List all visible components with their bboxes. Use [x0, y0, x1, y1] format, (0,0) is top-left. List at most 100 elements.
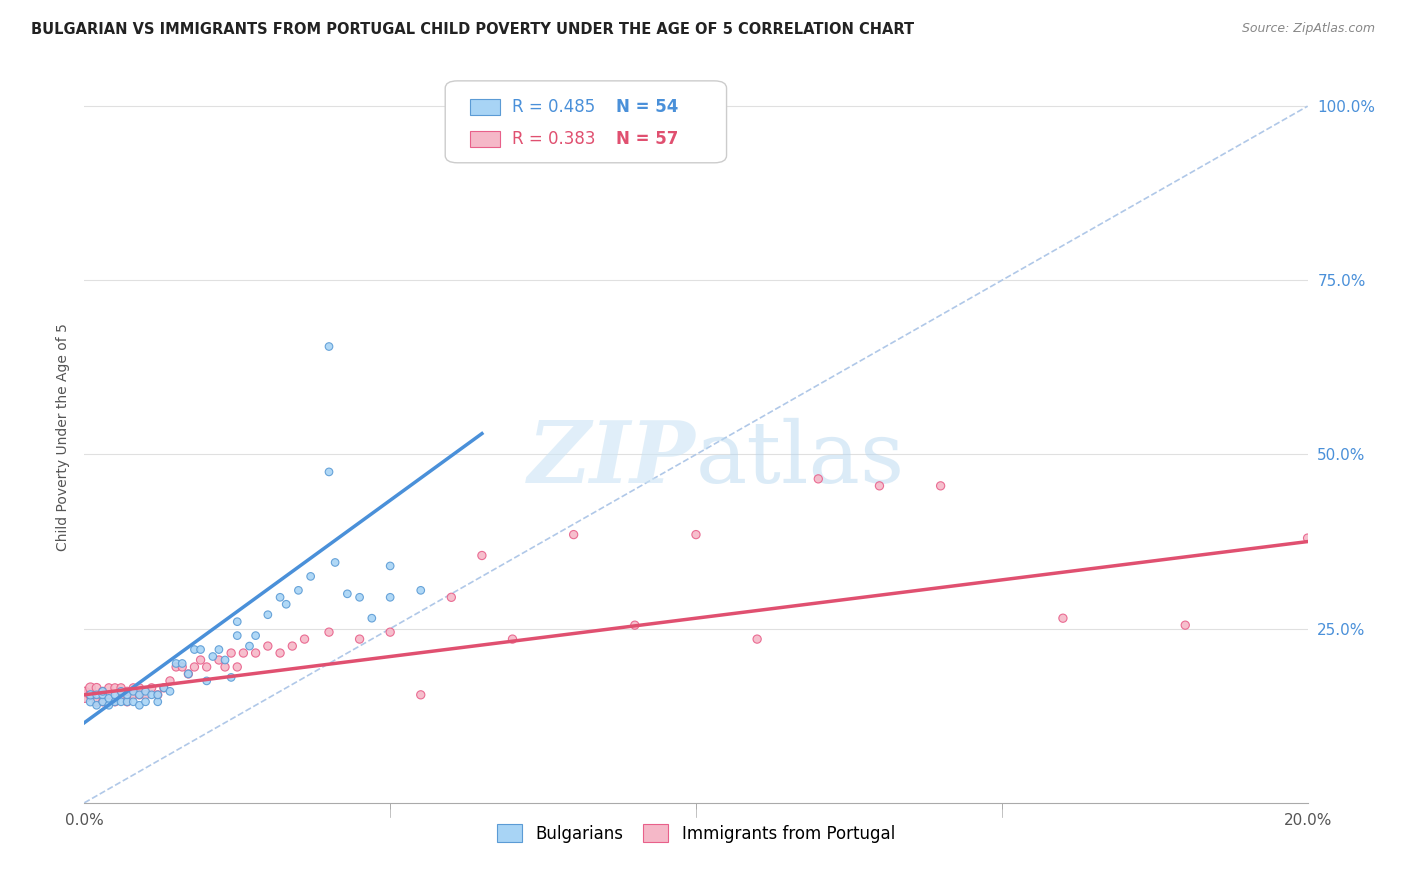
Point — [128, 681, 150, 695]
Point — [97, 688, 120, 702]
Point — [122, 688, 145, 702]
Point — [172, 657, 194, 671]
Point — [219, 670, 242, 684]
Point — [86, 688, 108, 702]
Point — [245, 629, 267, 643]
Point — [110, 695, 132, 709]
Point — [79, 688, 101, 702]
Point — [97, 681, 120, 695]
Legend: Bulgarians, Immigrants from Portugal: Bulgarians, Immigrants from Portugal — [491, 818, 901, 849]
Y-axis label: Child Poverty Under the Age of 5: Child Poverty Under the Age of 5 — [56, 323, 70, 551]
Point — [165, 657, 187, 671]
Point — [135, 695, 157, 709]
Point — [159, 684, 181, 698]
Point — [323, 556, 346, 570]
Point — [195, 673, 218, 688]
Point — [183, 660, 205, 674]
Point — [122, 695, 145, 709]
Point — [269, 646, 291, 660]
Point — [104, 695, 127, 709]
Point — [232, 646, 254, 660]
Point — [257, 607, 280, 622]
Point — [91, 695, 114, 709]
Point — [122, 684, 145, 698]
Point — [409, 688, 432, 702]
Point — [91, 688, 114, 702]
Point — [208, 642, 231, 657]
Point — [318, 625, 340, 640]
Point — [214, 653, 236, 667]
Point — [115, 684, 138, 698]
Point — [97, 691, 120, 706]
Text: N = 57: N = 57 — [616, 129, 679, 148]
Point — [91, 684, 114, 698]
Point — [318, 465, 340, 479]
Point — [153, 681, 176, 695]
Point — [110, 688, 132, 702]
Point — [135, 688, 157, 702]
Point — [226, 615, 249, 629]
Point — [502, 632, 524, 646]
Point — [146, 688, 169, 702]
Point — [208, 653, 231, 667]
Point — [294, 632, 316, 646]
Point — [153, 681, 176, 695]
Point — [104, 681, 127, 695]
Text: R = 0.383: R = 0.383 — [513, 129, 596, 148]
Point — [1052, 611, 1074, 625]
Point — [299, 569, 322, 583]
Point — [190, 642, 212, 657]
Point — [471, 549, 494, 563]
Point — [1296, 531, 1319, 545]
Point — [104, 695, 127, 709]
Text: ZIP: ZIP — [529, 417, 696, 500]
Point — [172, 660, 194, 674]
Point — [91, 684, 114, 698]
Point — [360, 611, 382, 625]
Point — [91, 695, 114, 709]
Point — [201, 649, 224, 664]
Point — [128, 698, 150, 713]
Text: N = 54: N = 54 — [616, 98, 679, 116]
Point — [122, 681, 145, 695]
Text: Source: ZipAtlas.com: Source: ZipAtlas.com — [1241, 22, 1375, 36]
Point — [409, 583, 432, 598]
Point — [226, 629, 249, 643]
Point — [624, 618, 647, 632]
Point — [245, 646, 267, 660]
Point — [86, 698, 108, 713]
Point — [159, 673, 181, 688]
Point — [380, 591, 402, 605]
Text: BULGARIAN VS IMMIGRANTS FROM PORTUGAL CHILD POVERTY UNDER THE AGE OF 5 CORRELATI: BULGARIAN VS IMMIGRANTS FROM PORTUGAL CH… — [31, 22, 914, 37]
Point — [349, 591, 371, 605]
Point — [183, 642, 205, 657]
Point — [807, 472, 830, 486]
Point — [165, 660, 187, 674]
Point — [110, 684, 132, 698]
Bar — [470, 99, 501, 115]
Point — [115, 688, 138, 702]
Point — [349, 632, 371, 646]
Point — [195, 660, 218, 674]
Point — [276, 597, 298, 611]
Point — [269, 591, 291, 605]
Point — [86, 681, 108, 695]
Point — [257, 639, 280, 653]
Point — [115, 695, 138, 709]
Point — [219, 646, 242, 660]
Point — [380, 558, 402, 573]
Point — [1174, 618, 1197, 632]
Point — [79, 695, 101, 709]
Point — [128, 688, 150, 702]
Text: R = 0.485: R = 0.485 — [513, 98, 596, 116]
Point — [440, 591, 463, 605]
Point — [214, 660, 236, 674]
Point — [115, 695, 138, 709]
Point — [97, 698, 120, 713]
Point — [747, 632, 769, 646]
Point — [190, 653, 212, 667]
Point — [380, 625, 402, 640]
FancyBboxPatch shape — [446, 81, 727, 163]
Point — [177, 667, 200, 681]
Point — [146, 688, 169, 702]
